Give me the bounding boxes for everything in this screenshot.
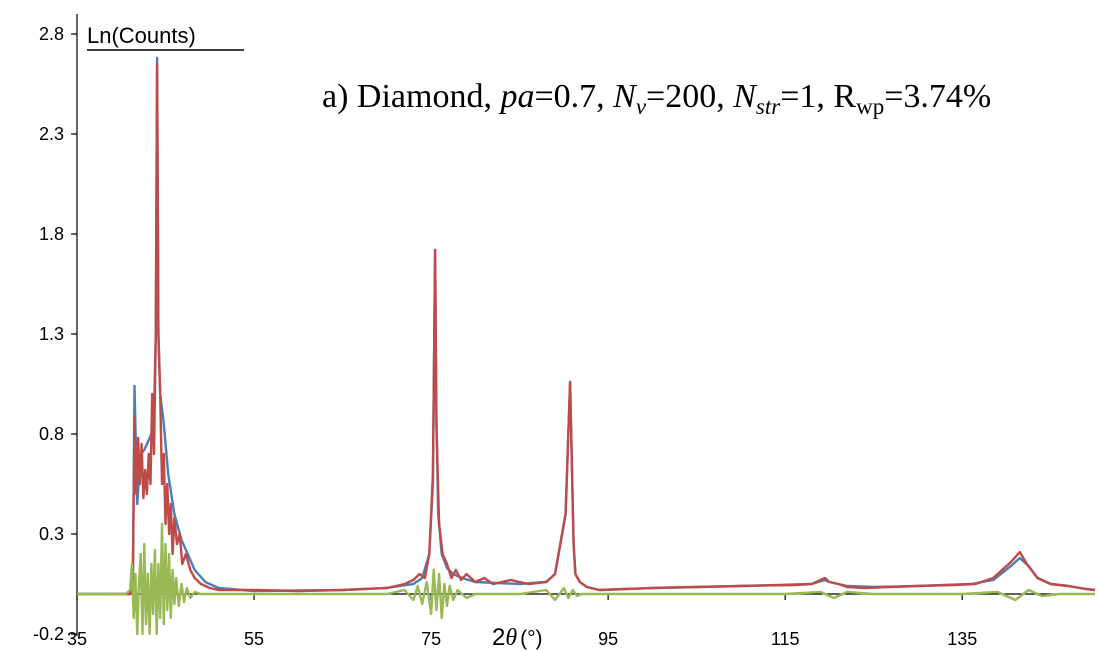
x-tick-label: 55 <box>244 629 264 649</box>
x-axis-label: 2θ (°) <box>492 624 543 651</box>
y-tick-label: -0.2 <box>33 624 64 644</box>
y-tick-label: 2.8 <box>39 24 64 44</box>
y-tick-label: 0.3 <box>39 524 64 544</box>
chart-annotation: a) Diamond, pa=0.7, Nv=200, Nstr=1, Rwp=… <box>322 78 991 119</box>
x-tick-label: 135 <box>947 629 977 649</box>
x-tick-label: 115 <box>771 629 800 649</box>
series-line-observed <box>77 62 1096 596</box>
y-tick-label: 2.3 <box>39 124 64 144</box>
y-tick-label: 0.8 <box>39 424 64 444</box>
y-tick-label: 1.3 <box>39 324 64 344</box>
series-line-difference <box>77 522 1095 636</box>
series-line-calculated <box>77 56 1096 596</box>
x-tick-label: 35 <box>67 629 87 649</box>
x-tick-label: 75 <box>421 629 441 649</box>
series-layer <box>77 56 1096 636</box>
y-tick-label: 1.8 <box>39 224 64 244</box>
tick-labels: -0.2 0.3 0.8 1.3 1.8 2.3 2.8 35 55 75 95 115 135 <box>33 24 977 649</box>
x-tick-label: 95 <box>598 629 618 649</box>
y-axis-label: Ln(Counts) <box>87 23 196 48</box>
